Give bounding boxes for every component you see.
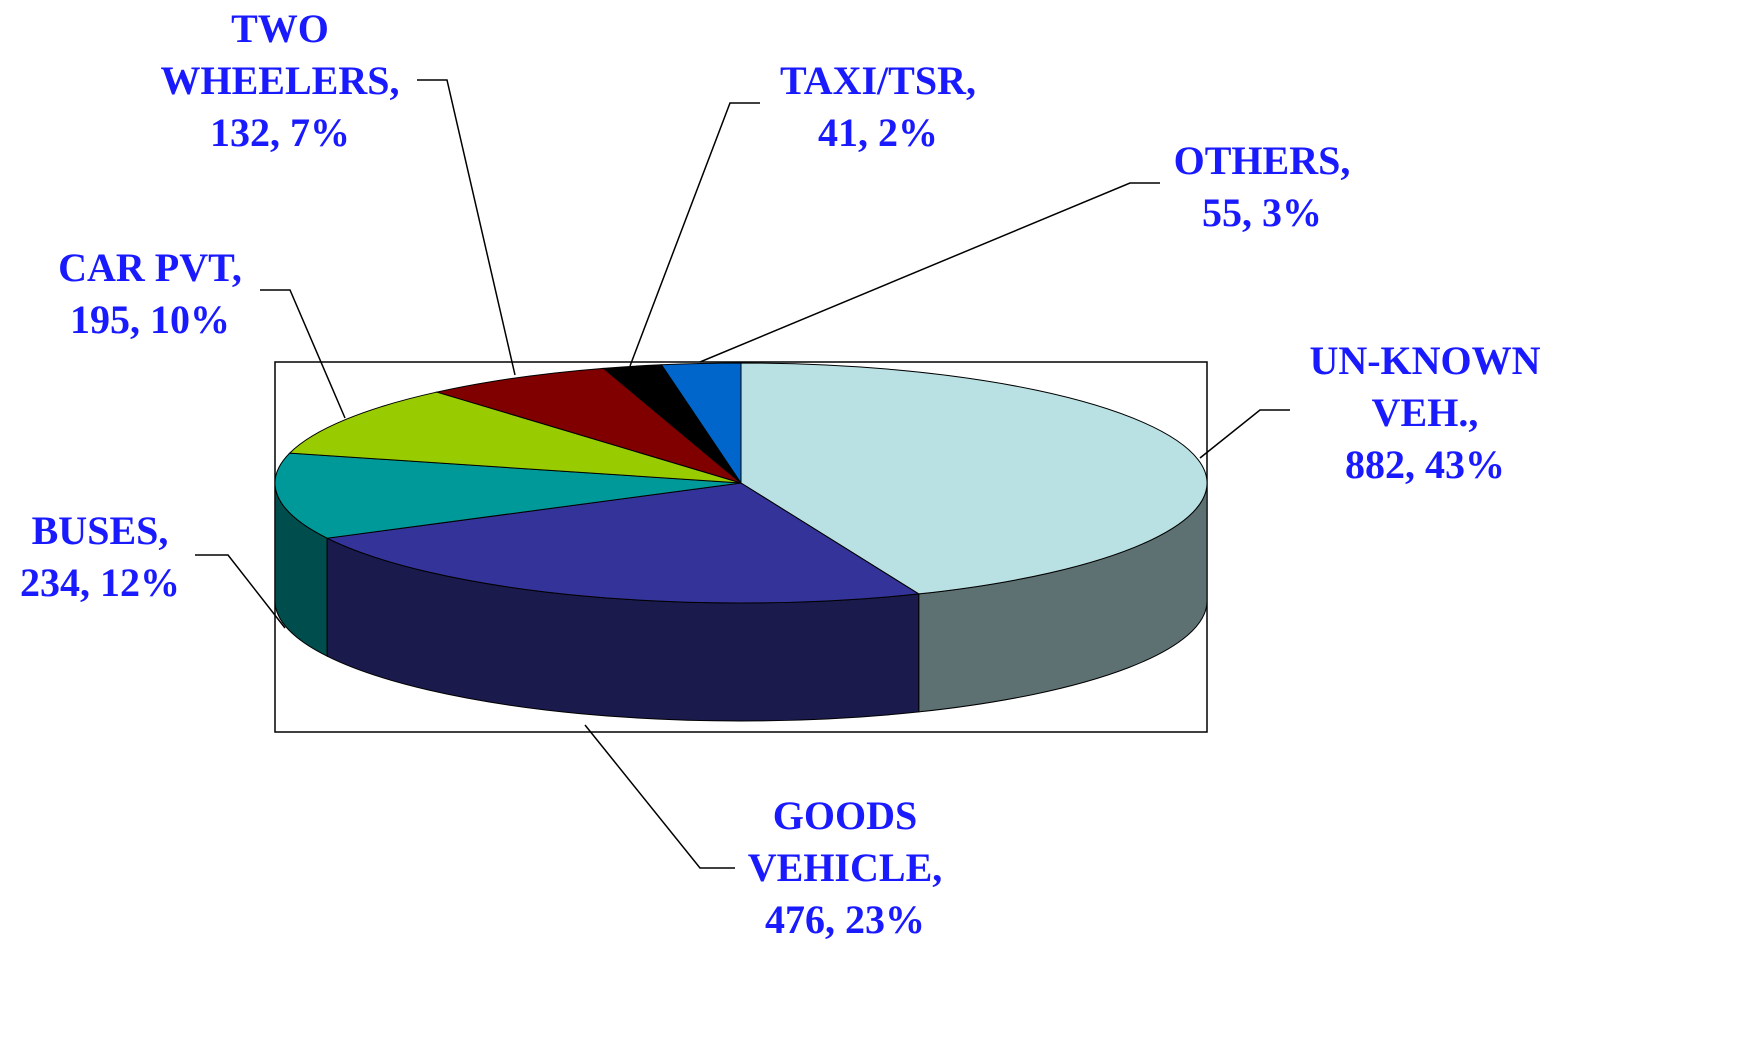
value-label: 882, 43% — [1345, 442, 1505, 487]
category-label: OTHERS, — [1173, 138, 1351, 183]
slice — [434, 367, 742, 484]
data-label: GOODS VEHICLE, 476, 23% — [748, 790, 943, 946]
leader-line — [1199, 409, 1290, 459]
data-label: CAR PVT, 195, 10% — [58, 242, 242, 346]
value-label: 195, 10% — [69, 297, 230, 342]
category-label: BUSES, — [31, 508, 169, 553]
value-label: 41, 2% — [817, 110, 938, 155]
data-label: TWO WHEELERS, 132, 7% — [161, 3, 400, 159]
slice — [740, 362, 1208, 595]
category-label: TAXI/TSR, — [780, 58, 976, 103]
data-label: BUSES, 234, 12% — [20, 505, 180, 609]
data-label: OTHERS, 55, 3% — [1174, 135, 1351, 239]
category-label: GOODS VEHICLE, — [747, 793, 943, 890]
value-label: 234, 12% — [20, 560, 180, 605]
leader-line — [195, 554, 286, 629]
category-label: CAR PVT, — [58, 245, 242, 290]
data-label: UN-KNOWN VEH., 882, 43% — [1309, 335, 1540, 491]
leader-line — [629, 102, 760, 367]
leader-line — [417, 79, 516, 376]
value-label: 132, 7% — [210, 110, 350, 155]
data-label: TAXI/TSR, 41, 2% — [780, 55, 976, 159]
slice — [288, 391, 742, 484]
leader-line — [699, 182, 1160, 363]
slice — [660, 362, 742, 485]
leader-line — [260, 289, 346, 419]
leader-line — [584, 724, 735, 869]
slice — [325, 482, 921, 604]
slice — [274, 452, 742, 539]
value-label: 55, 3% — [1202, 190, 1322, 235]
value-label: 476, 23% — [765, 897, 925, 942]
category-label: TWO WHEELERS, — [160, 6, 400, 103]
category-label: UN-KNOWN VEH., — [1309, 338, 1541, 435]
